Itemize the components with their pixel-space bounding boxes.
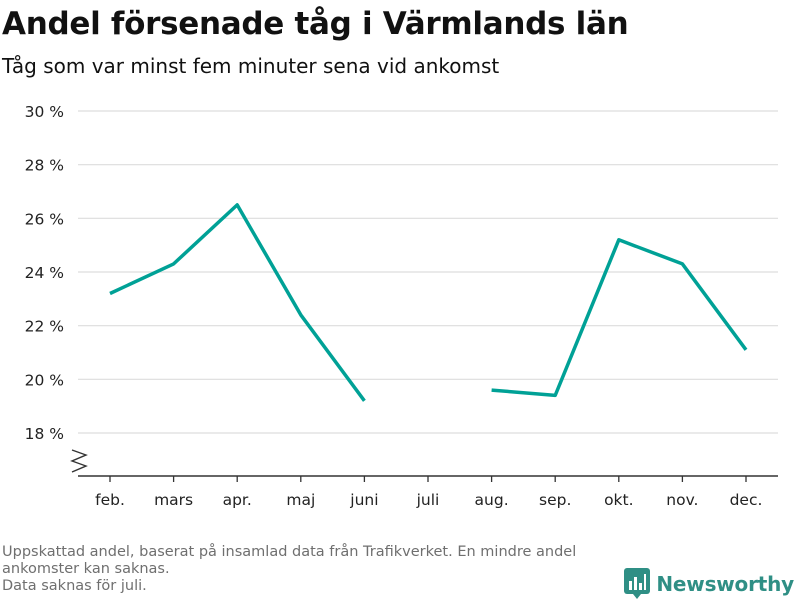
newsworthy-logo: Newsworthy: [624, 568, 794, 600]
line-chart: 18 % 20 % 22 % 24 % 26 % 28 % 30 % feb. mars apr…: [25, 103, 778, 509]
chart-title: Andel försenade tåg i Värmlands län: [2, 6, 629, 42]
x-tick-label: okt.: [604, 491, 633, 509]
y-tick-label: 20 %: [25, 371, 64, 389]
x-tick-label: juni: [349, 491, 378, 509]
y-axis-tick-labels: 18 % 20 % 22 % 24 % 26 % 28 % 30 %: [25, 103, 64, 443]
data-series: [109, 203, 748, 402]
axis-break-icon: [70, 449, 88, 473]
x-axis-tick-labels: feb. mars apr. maj juni juli aug. sep. okt. nov. d…: [95, 491, 762, 509]
y-tick-label: 30 %: [25, 103, 64, 121]
gridlines: [78, 110, 778, 434]
y-tick-label: 28 %: [25, 157, 64, 175]
series-line: [491, 238, 748, 398]
x-tick-label: feb.: [95, 491, 125, 509]
footnote: Uppskattad andel, baserat på insamlad da…: [2, 544, 642, 595]
y-tick-label: 18 %: [25, 425, 64, 443]
brand-name: Newsworthy: [656, 572, 794, 596]
chart-subtitle: Tåg som var minst fem minuter sena vid a…: [2, 54, 500, 78]
series-line: [109, 203, 366, 402]
y-tick-label: 22 %: [25, 318, 64, 336]
footnote-line-1: Uppskattad andel, baserat på insamlad da…: [2, 544, 577, 577]
x-tick-label: sep.: [539, 491, 571, 509]
x-tick-label: nov.: [666, 491, 698, 509]
footnote-line-2: Data saknas för juli.: [2, 578, 147, 594]
x-tick-label: dec.: [730, 491, 763, 509]
x-axis: [70, 449, 778, 482]
x-tick-label: juli: [416, 491, 440, 509]
y-tick-label: 26 %: [25, 210, 64, 228]
bar-chart-icon: [624, 568, 651, 599]
x-tick-label: mars: [154, 491, 193, 509]
x-tick-label: apr.: [223, 491, 252, 509]
x-tick-label: aug.: [475, 491, 509, 509]
x-tick-label: maj: [286, 491, 315, 509]
y-tick-label: 24 %: [25, 264, 64, 282]
